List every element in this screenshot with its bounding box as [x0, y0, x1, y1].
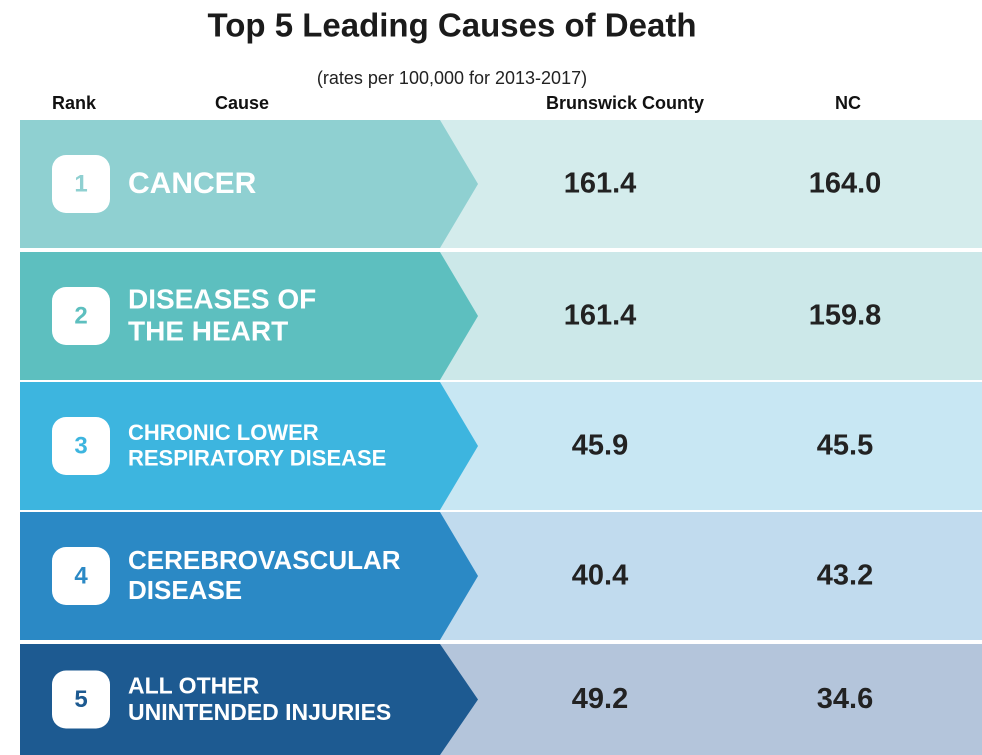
county-value: 40.4 — [572, 560, 628, 592]
rank-badge — [52, 155, 110, 213]
cause-label: DISEASE — [128, 575, 242, 605]
cause-label: DISEASES OF — [128, 283, 316, 314]
county-value: 45.9 — [572, 430, 628, 462]
cause-label: ALL OTHER — [128, 672, 260, 698]
rank-number: 3 — [74, 432, 87, 459]
header-rank: Rank — [52, 93, 97, 113]
header-cause: Cause — [215, 93, 269, 113]
cause-label: CEREBROVASCULAR — [128, 545, 401, 575]
nc-value: 34.6 — [817, 683, 873, 715]
header-nc: NC — [835, 93, 861, 113]
cause-label: THE HEART — [128, 315, 288, 346]
cause-arrow — [20, 382, 478, 510]
nc-value: 159.8 — [809, 300, 882, 332]
rank-badge — [52, 670, 110, 729]
title: Top 5 Leading Causes of Death — [208, 7, 697, 44]
county-value: 161.4 — [564, 300, 637, 332]
rank-number: 1 — [74, 170, 87, 197]
rank-badge — [52, 287, 110, 345]
nc-value: 164.0 — [809, 168, 882, 200]
rank-number: 2 — [74, 302, 87, 329]
county-value: 161.4 — [564, 168, 637, 200]
rank-number: 4 — [74, 562, 88, 589]
subtitle: (rates per 100,000 for 2013-2017) — [317, 68, 587, 88]
cause-label: CANCER — [128, 167, 257, 200]
cause-arrow — [20, 512, 478, 640]
cause-arrow — [20, 120, 478, 248]
rank-badge — [52, 547, 110, 605]
cause-label: UNINTENDED INJURIES — [128, 699, 391, 725]
cause-arrow — [20, 644, 478, 755]
nc-value: 45.5 — [817, 430, 873, 462]
rank-number: 5 — [74, 686, 87, 713]
cause-label: CHRONIC LOWER — [128, 420, 319, 445]
header-county: Brunswick County — [546, 93, 704, 113]
county-value: 49.2 — [572, 683, 628, 715]
cause-label: RESPIRATORY DISEASE — [128, 445, 386, 470]
nc-value: 43.2 — [817, 560, 873, 592]
rank-badge — [52, 417, 110, 475]
cause-arrow — [20, 252, 478, 380]
